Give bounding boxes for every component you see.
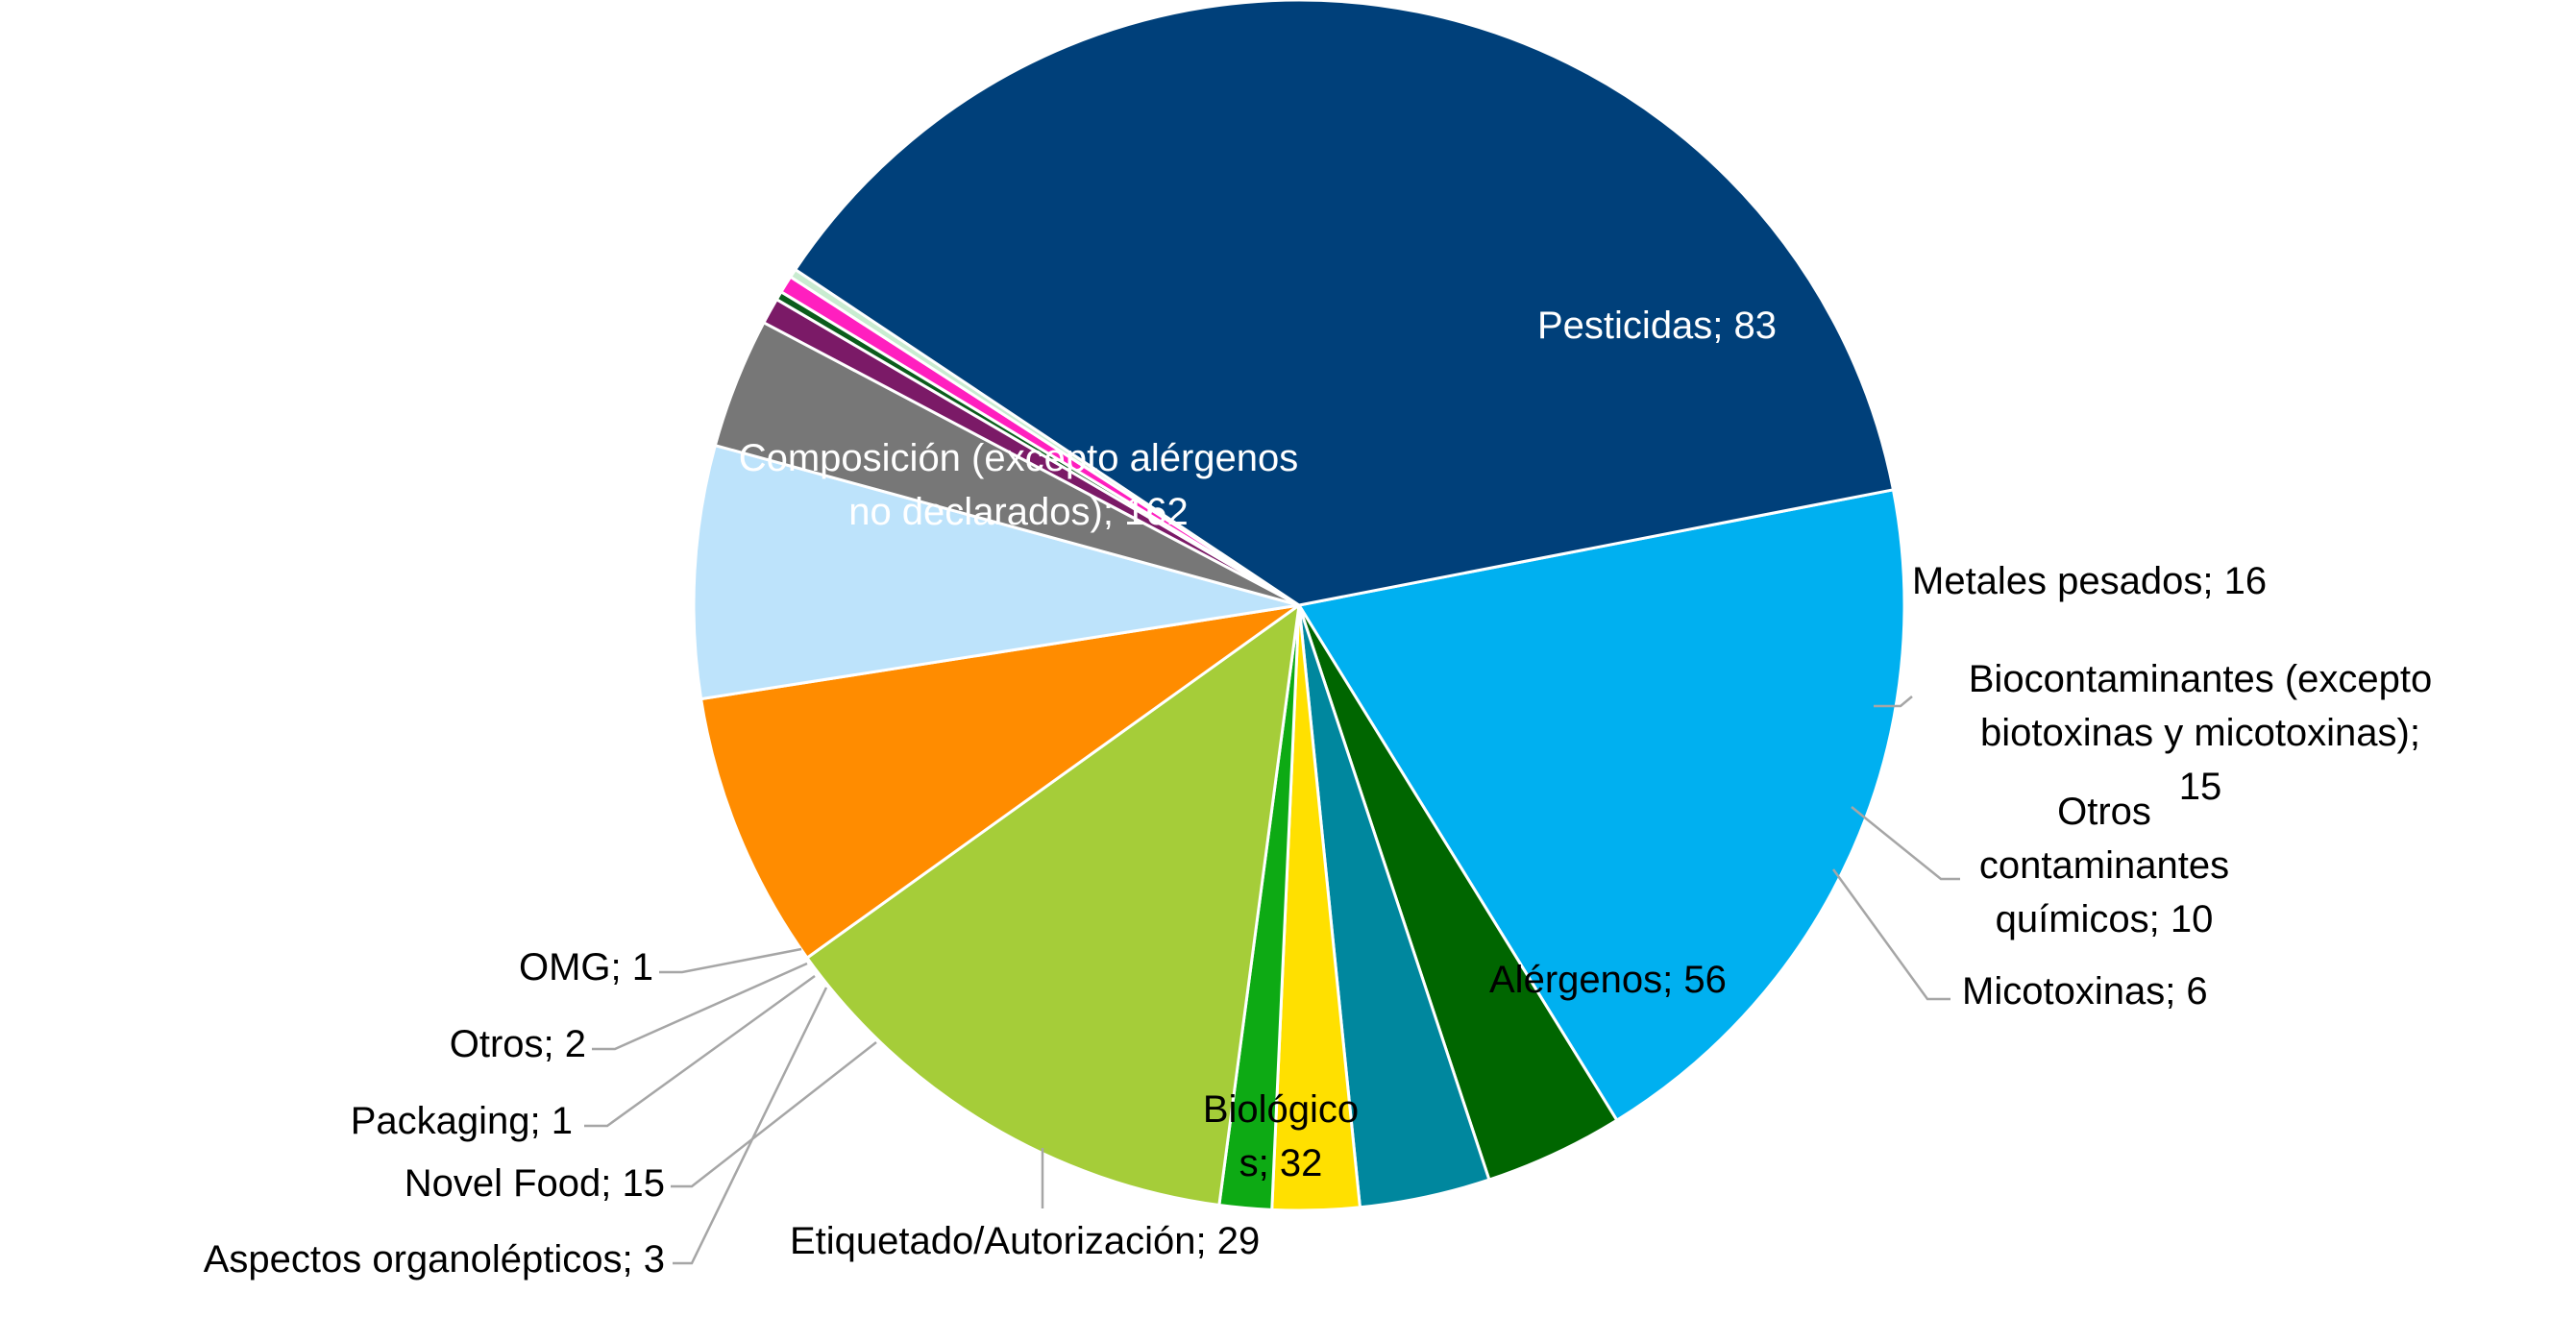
leader-line-packaging [584, 974, 816, 1128]
leader-lines [584, 695, 1960, 1265]
data-label-alergenos: Alérgenos; 56 [1489, 959, 1727, 1001]
data-label-metales-pesados: Metales pesados; 16 [1912, 560, 2267, 602]
leader-line-otros-contaminantes [1851, 806, 1960, 881]
pie-slice-etiquetado-autorizacion [692, 443, 1300, 701]
leader-line-novel-food [671, 1041, 877, 1188]
leader-line-omg [659, 947, 802, 974]
data-labels: Pesticidas; 83 Metales pesados; 16 Bioco… [204, 305, 2433, 1281]
leader-line-biocontaminantes [1874, 695, 1913, 708]
data-label-omg: OMG; 1 [519, 946, 653, 988]
leader-line-micotoxinas [1831, 868, 1950, 1001]
data-label-micotoxinas: Micotoxinas; 6 [1962, 970, 2208, 1013]
data-label-otros: Otros; 2 [450, 1023, 586, 1065]
pie-slice-alergenos [804, 601, 1301, 1208]
leader-line-otros [592, 962, 808, 1051]
data-label-biocontaminantes: Biocontaminantes (excepto biotoxinas y mi… [1969, 658, 2433, 808]
data-label-biologicos: Biológico s; 32 [1203, 1088, 1359, 1184]
data-label-otros-contaminantes: Otros contaminantes químicos; 10 [1979, 791, 2229, 940]
data-label-aspectos: Aspectos organolépticos; 3 [204, 1238, 665, 1281]
pie-slice-composicion-excepto-alergenos-no-declarados [793, 0, 1896, 607]
data-label-novel-food: Novel Food; 15 [405, 1162, 665, 1205]
data-label-packaging: Packaging; 1 [351, 1100, 573, 1142]
data-label-pesticidas: Pesticidas; 83 [1537, 305, 1777, 347]
leader-line-aspectos [673, 987, 828, 1265]
data-label-composicion: Composición (excepto alérgenos no declara… [739, 437, 1299, 533]
pie-slice-biologicos [699, 603, 1300, 961]
pie-slices [692, 0, 1906, 1212]
data-label-etiquetado: Etiquetado/Autorización; 29 [790, 1220, 1260, 1262]
pie-slice-pesticidas [1296, 488, 1906, 1123]
